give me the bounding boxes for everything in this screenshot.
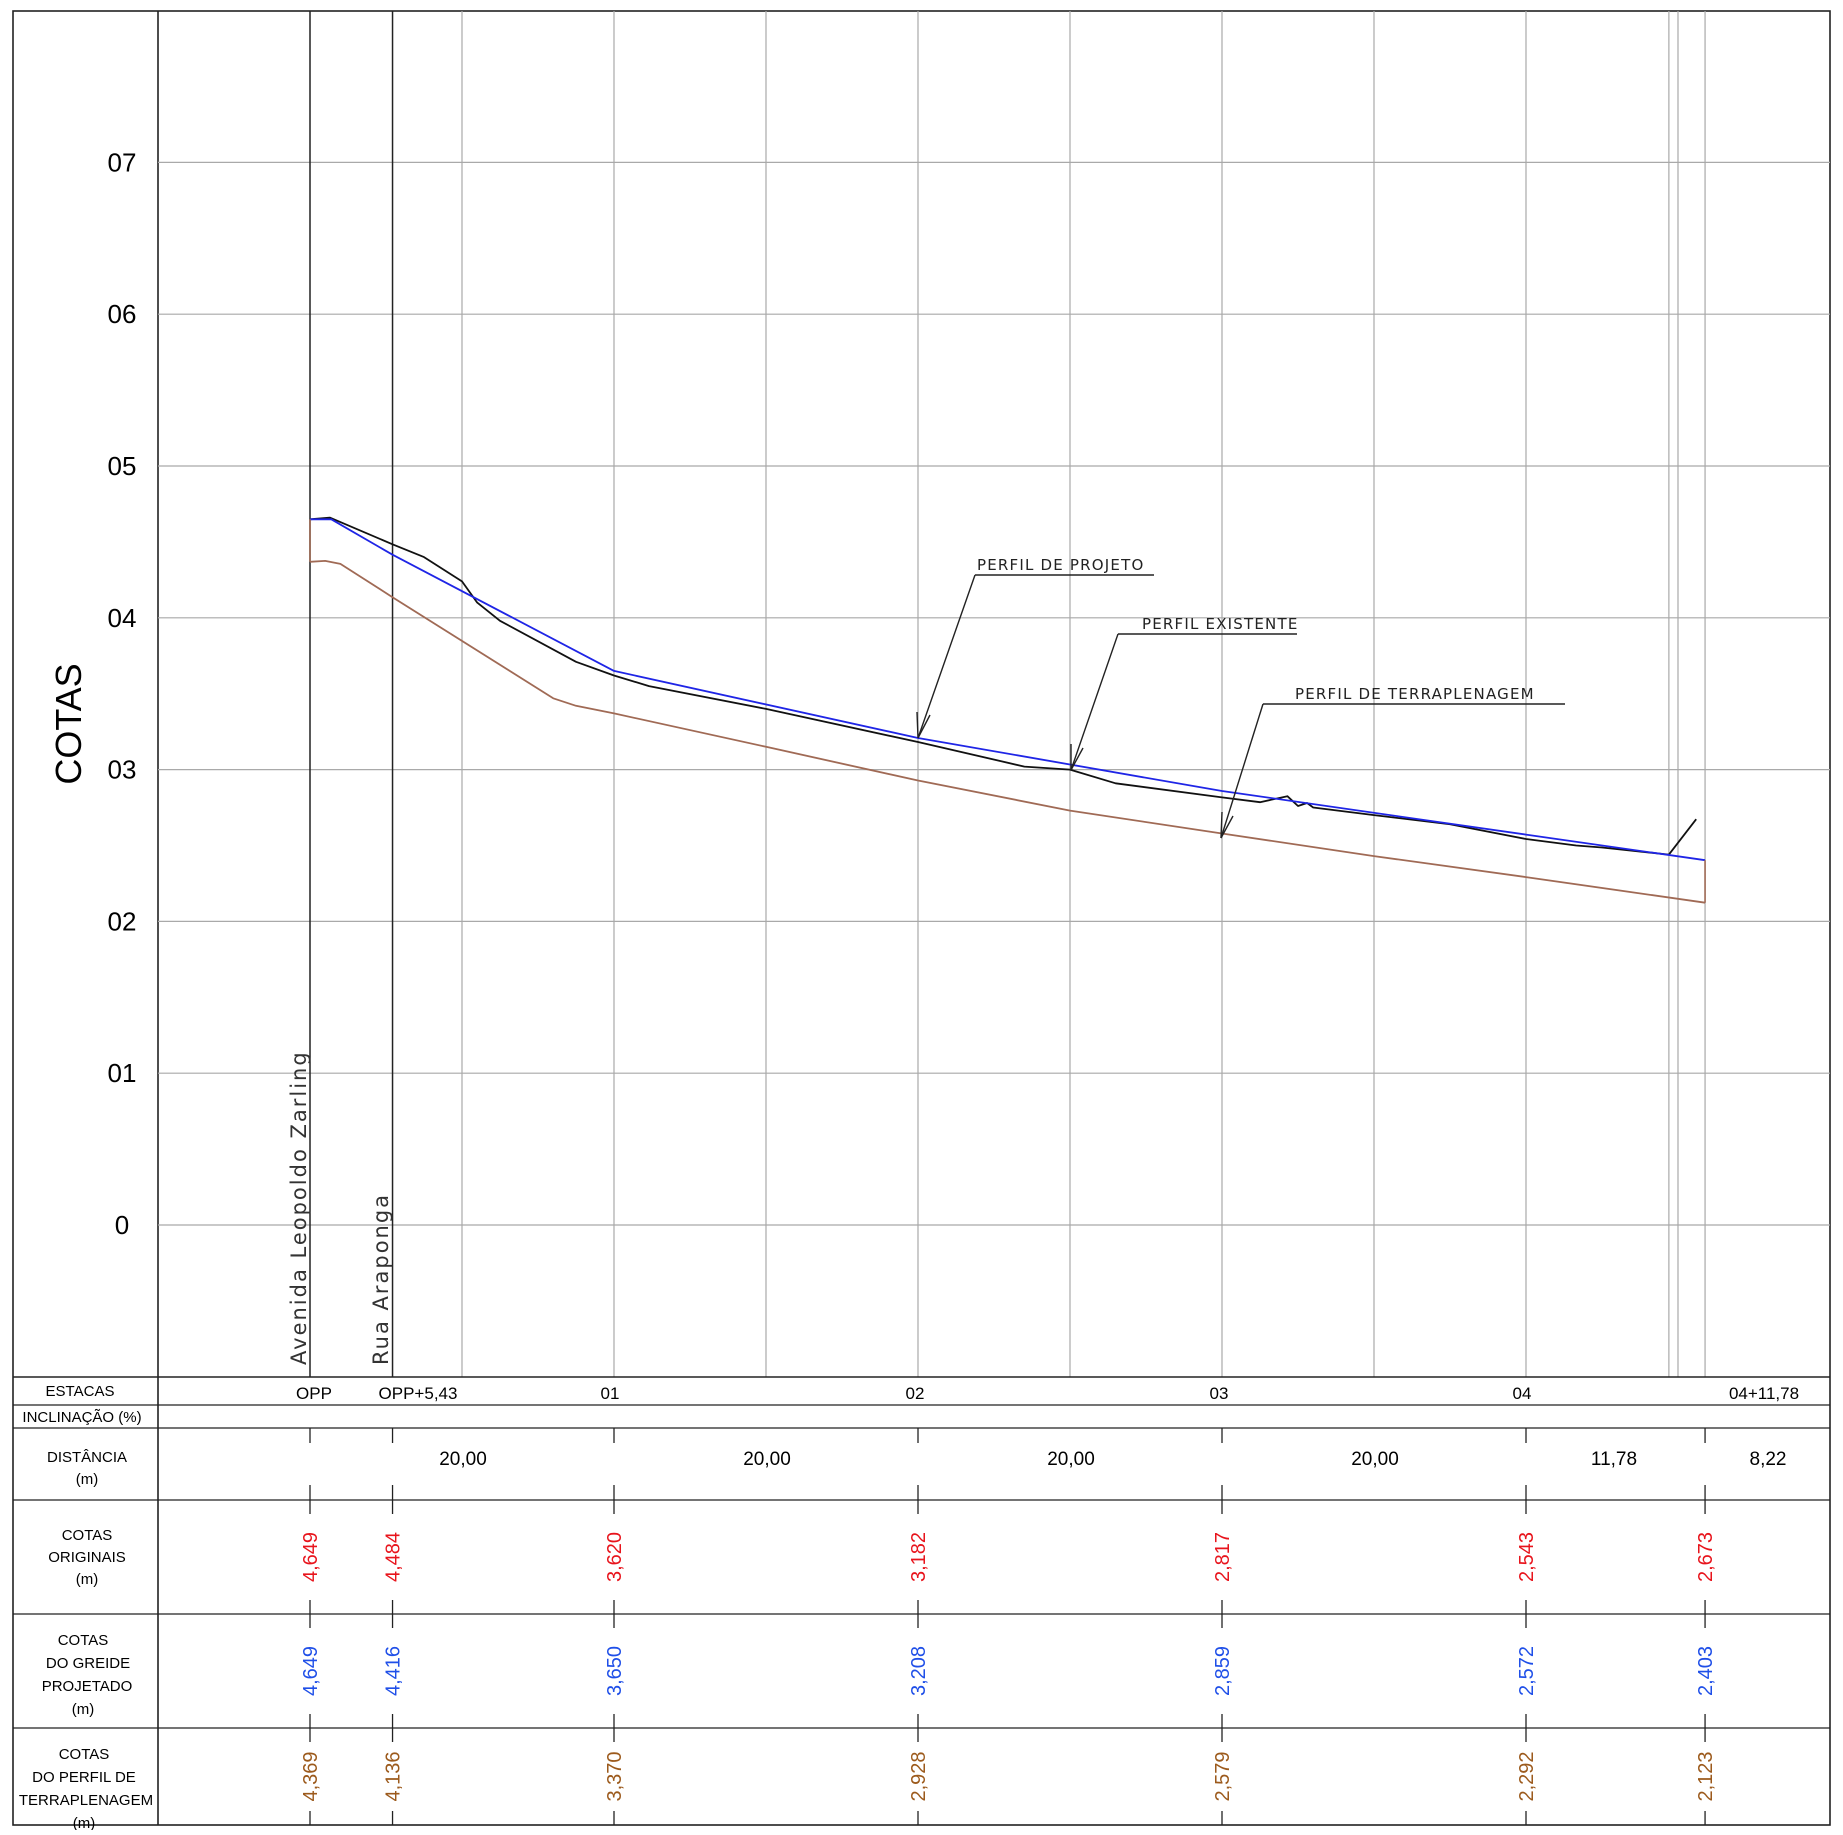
row-label-greide-2: DO GREIDE (46, 1655, 130, 1672)
station-label-4: 03 (1210, 1384, 1229, 1403)
cota-original-value-6: 2,673 (1695, 1532, 1717, 1582)
table-cells: OPP OPP+5,43 01 02 03 04 04+11,78 20,00 20,00 20,… (296, 1384, 1799, 1825)
chart-grid (158, 11, 1830, 1377)
callout-terraplenagem-arrow (1220, 811, 1234, 839)
y-tick-0: 0 (115, 1210, 129, 1240)
station-label-5: 04 (1513, 1384, 1532, 1403)
y-tick-06: 06 (108, 299, 137, 329)
callout-projeto-text: PERFIL DE PROJETO (977, 556, 1144, 574)
callout-projeto: PERFIL DE PROJETO (916, 556, 1154, 739)
row-label-originais-1: COTAS (62, 1527, 113, 1544)
y-tick-02: 02 (108, 906, 137, 936)
row-label-originais-3: (m) (76, 1571, 99, 1588)
callout-existente-arrow (1070, 744, 1084, 771)
cota-terrap-value-6: 2,123 (1695, 1751, 1717, 1801)
row-label-inclinacao: INCLINAÇÃO (%) (22, 1409, 141, 1426)
distance-value-3: 20,00 (1351, 1449, 1399, 1470)
distance-value-1: 20,00 (743, 1449, 791, 1470)
cota-original-value-1: 4,484 (383, 1532, 405, 1582)
y-tick-04: 04 (108, 603, 137, 633)
street-label-rua: Rua Araponga (369, 1193, 393, 1365)
profile-series (309, 516, 1706, 904)
y-tick-07: 07 (108, 147, 137, 177)
callout-terraplenagem-leader (1220, 703, 1264, 839)
station-label-1: OPP+5,43 (379, 1384, 458, 1403)
callout-existente-leader (1070, 633, 1119, 771)
row-label-terrap-3: TERRAPLENAGEM (19, 1792, 153, 1809)
callout-terraplenagem-text: PERFIL DE TERRAPLENAGEM (1295, 685, 1535, 703)
y-tick-05: 05 (108, 451, 137, 481)
cota-greide-value-2: 3,650 (604, 1646, 626, 1696)
distance-value-5: 8,22 (1750, 1449, 1787, 1470)
row-label-greide-1: COTAS (58, 1632, 109, 1649)
callout-terraplenagem: PERFIL DE TERRAPLENAGEM (1220, 685, 1565, 839)
callout-projeto-leader (917, 574, 976, 739)
cota-original-value-3: 3,182 (908, 1532, 930, 1582)
y-tick-03: 03 (108, 755, 137, 785)
station-label-2: 01 (601, 1384, 620, 1403)
callout-existente-text: PERFIL EXISTENTE (1142, 615, 1299, 633)
cota-greide-value-3: 3,208 (908, 1646, 930, 1696)
cota-original-value-4: 2,817 (1212, 1532, 1234, 1582)
cota-greide-value-5: 2,572 (1516, 1646, 1538, 1696)
cota-terrap-value-5: 2,292 (1516, 1751, 1538, 1801)
row-label-originais-2: ORIGINAIS (48, 1549, 126, 1566)
station-label-3: 02 (906, 1384, 925, 1403)
distance-value-2: 20,00 (1047, 1449, 1095, 1470)
cota-original-value-5: 2,543 (1516, 1532, 1538, 1582)
cota-terrap-value-3: 2,928 (908, 1751, 930, 1801)
row-label-estacas: ESTACAS (46, 1383, 115, 1400)
street-reference-lines (309, 11, 394, 1377)
table-rules (13, 1376, 1830, 1729)
outer-frame (12, 10, 1831, 1826)
cota-original-value-0: 4,649 (300, 1532, 322, 1582)
station-label-0: OPP (296, 1384, 332, 1403)
station-label-6: 04+11,78 (1729, 1384, 1799, 1403)
cota-terrap-value-4: 2,579 (1212, 1751, 1234, 1801)
series-line-0 (310, 518, 1706, 862)
row-label-greide-3: PROJETADO (42, 1678, 133, 1695)
street-label-avenida: Avenida Leopoldo Zarling (287, 1050, 311, 1365)
cota-greide-value-6: 2,403 (1695, 1646, 1717, 1696)
cota-original-value-2: 3,620 (604, 1532, 626, 1582)
row-label-terrap-1: COTAS (59, 1746, 110, 1763)
series-line-2 (309, 560, 1706, 904)
cota-terrap-value-0: 4,369 (300, 1751, 322, 1801)
y-axis-label: COTAS (48, 663, 89, 784)
row-label-distancia-2: (m) (76, 1471, 99, 1488)
cota-greide-value-0: 4,649 (300, 1646, 322, 1696)
cota-greide-value-1: 4,416 (383, 1646, 405, 1696)
y-tick-01: 01 (108, 1058, 137, 1088)
callout-existente: PERFIL EXISTENTE (1070, 615, 1299, 771)
row-label-terrap-4: (m) (73, 1815, 96, 1830)
cota-terrap-value-1: 4,136 (383, 1751, 405, 1801)
row-label-greide-4: (m) (72, 1701, 95, 1718)
row-label-distancia-1: DISTÂNCIA (47, 1449, 127, 1466)
y-tick-labels: 07 06 05 04 03 02 01 0 (108, 147, 137, 1240)
row-label-terrap-2: DO PERFIL DE (32, 1769, 136, 1786)
callout-projeto-arrow (916, 711, 931, 739)
cota-greide-value-4: 2,859 (1212, 1646, 1234, 1696)
distance-value-4: 11,78 (1591, 1449, 1637, 1470)
series-line-1 (309, 516, 1697, 856)
cota-terrap-value-2: 3,370 (604, 1751, 626, 1801)
distance-value-0: 20,00 (439, 1449, 487, 1470)
